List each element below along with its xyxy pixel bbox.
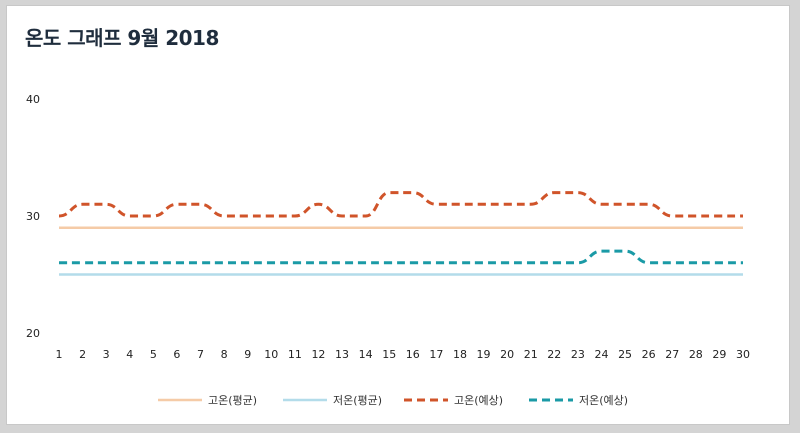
x-tick-label: 29 [712,348,726,361]
x-tick-label: 13 [335,348,349,361]
series-line-3 [58,191,743,218]
x-tick-label: 7 [197,348,204,361]
x-tick-label: 3 [103,348,110,361]
series-layer [58,191,743,276]
legend-label: 저온(평균) [333,394,382,407]
chart-title: 온도 그래프 9월 2018 [25,26,219,50]
x-tick-label: 22 [547,348,561,361]
x-tick-label: 6 [173,348,180,361]
legend-label: 고온(예상) [454,394,503,407]
x-tick-label: 17 [429,348,443,361]
x-tick-label: 24 [594,348,608,361]
x-tick-label: 1 [56,348,63,361]
x-tick-label: 10 [264,348,278,361]
x-tick-label: 20 [500,348,514,361]
x-axis: 1 2 3 4 5 6 7 8 9 10 11 12 13 14 15 16 17 18 19 20 21 22 23 24 2… [56,348,751,361]
y-tick-label: 40 [26,93,40,106]
x-tick-label: 28 [689,348,703,361]
x-tick-label: 12 [311,348,325,361]
x-tick-label: 8 [221,348,228,361]
legend: 고온(평균) 저온(평균) 고온(예상) 저온(예상) [158,394,628,407]
y-tick-label: 30 [26,210,40,223]
x-tick-label: 30 [736,348,750,361]
x-tick-label: 26 [642,348,656,361]
x-tick-label: 18 [453,348,467,361]
x-tick-label: 2 [79,348,86,361]
x-tick-label: 16 [406,348,420,361]
x-tick-label: 23 [571,348,585,361]
x-tick-label: 27 [665,348,679,361]
legend-label: 고온(평균) [208,394,257,407]
x-tick-label: 15 [382,348,396,361]
x-tick-label: 21 [524,348,538,361]
x-tick-label: 14 [359,348,373,361]
x-tick-label: 11 [288,348,302,361]
y-axis: 20 30 40 [26,93,40,340]
legend-label: 저온(예상) [579,394,628,407]
x-tick-label: 5 [150,348,157,361]
y-tick-label: 20 [26,327,40,340]
x-tick-label: 25 [618,348,632,361]
x-tick-label: 9 [244,348,251,361]
x-tick-label: 4 [126,348,133,361]
series-line-4 [58,249,743,265]
x-tick-label: 19 [477,348,491,361]
